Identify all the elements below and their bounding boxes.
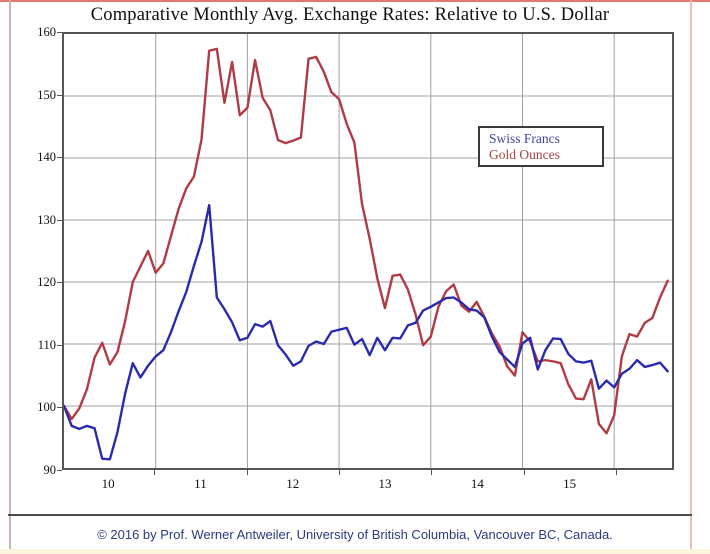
x-axis-tick (338, 470, 340, 475)
y-axis-tick-label: 160 (37, 25, 56, 39)
y-axis-tick (57, 470, 62, 471)
x-axis-tick (431, 470, 433, 475)
y-axis-tick-label: 90 (43, 463, 57, 477)
x-axis-tick-label: 12 (286, 476, 300, 491)
chart-title: Comparative Monthly Avg. Exchange Rates:… (90, 5, 610, 25)
x-axis-tick (246, 470, 248, 475)
chart-canvas (64, 34, 672, 468)
legend-item-gold-ounces: Gold Ounces (489, 147, 560, 162)
plot-area (62, 32, 674, 470)
y-axis-tick-label: 130 (37, 212, 56, 227)
x-axis-tick-label: 10 (101, 476, 115, 491)
y-axis-tick-label: 120 (37, 275, 56, 290)
x-axis-tick (523, 470, 525, 475)
page-border-left (9, 0, 11, 554)
footer-divider (8, 514, 692, 516)
page-bottom-strip (0, 549, 710, 554)
x-axis-tick-label: 15 (563, 476, 577, 491)
y-axis-tick-label: 140 (37, 150, 56, 165)
y-axis-tick (57, 282, 62, 284)
gold-ounces-line (64, 47, 669, 435)
page-border-top (0, 0, 710, 2)
swiss-francs-line (64, 203, 669, 461)
legend-item-swiss-francs: Swiss Francs (489, 131, 560, 146)
x-axis-tick (154, 470, 156, 475)
x-axis-tick-label: 14 (470, 476, 484, 491)
y-axis-tick-label: 110 (37, 337, 56, 352)
x-axis-tick-label: 11 (194, 476, 207, 491)
y-axis-tick (57, 94, 62, 96)
y-axis-tick (57, 219, 62, 221)
x-axis-tick (615, 470, 617, 475)
copyright-text: © 2016 by Prof. Werner Antweiler, Univer… (97, 527, 613, 542)
y-axis-tick (57, 344, 62, 346)
x-axis-tick-label: 13 (378, 476, 392, 491)
y-axis-tick (57, 407, 62, 409)
y-axis-tick-label: 100 (37, 400, 56, 415)
y-axis-tick (57, 157, 62, 159)
y-axis-tick (57, 32, 62, 33)
y-axis-tick-label: 150 (37, 87, 56, 102)
page-border-right (690, 0, 692, 554)
legend: Swiss Francs Gold Ounces (478, 126, 604, 167)
